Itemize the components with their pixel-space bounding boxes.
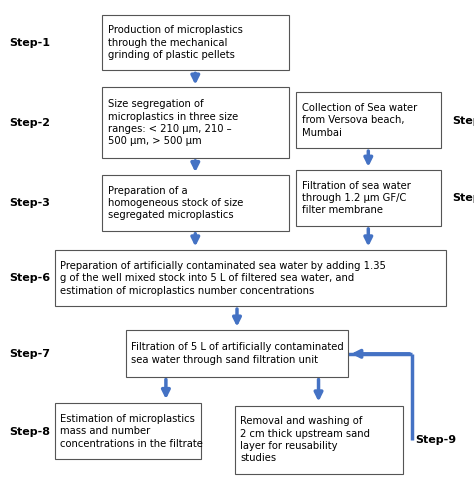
FancyBboxPatch shape (102, 87, 289, 158)
Text: Filtration of 5 L of artificially contaminated
sea water through sand filtration: Filtration of 5 L of artificially contam… (131, 342, 344, 365)
Text: Step-7: Step-7 (9, 349, 50, 359)
FancyBboxPatch shape (55, 403, 201, 459)
FancyBboxPatch shape (296, 170, 441, 226)
Text: Removal and washing of
2 cm thick upstream sand
layer for reusability
studies: Removal and washing of 2 cm thick upstre… (240, 416, 370, 464)
FancyBboxPatch shape (235, 406, 403, 474)
Text: Filtration of sea water
through 1.2 μm GF/C
filter membrane: Filtration of sea water through 1.2 μm G… (302, 181, 411, 215)
Text: Size segregation of
microplastics in three size
ranges: < 210 μm, 210 –
500 μm, : Size segregation of microplastics in thr… (108, 99, 238, 146)
Text: Preparation of artificially contaminated sea water by adding 1.35
g of the well : Preparation of artificially contaminated… (60, 261, 386, 295)
Text: Step-8: Step-8 (9, 427, 50, 436)
FancyBboxPatch shape (126, 330, 348, 377)
Text: Step-3: Step-3 (9, 198, 50, 208)
Text: Estimation of microplastics
mass and number
concentrations in the filtrate: Estimation of microplastics mass and num… (60, 414, 203, 449)
FancyBboxPatch shape (102, 175, 289, 231)
Text: Collection of Sea water
from Versova beach,
Mumbai: Collection of Sea water from Versova bea… (302, 103, 417, 138)
FancyBboxPatch shape (102, 15, 289, 70)
Text: Step-2: Step-2 (9, 118, 50, 128)
FancyBboxPatch shape (296, 92, 441, 148)
Text: Step-4: Step-4 (453, 116, 474, 125)
Text: Step-6: Step-6 (9, 274, 51, 283)
Text: Production of microplastics
through the mechanical
grinding of plastic pellets: Production of microplastics through the … (108, 25, 243, 60)
Text: Step-1: Step-1 (9, 38, 50, 48)
FancyBboxPatch shape (55, 250, 446, 306)
Text: Step-5: Step-5 (453, 193, 474, 203)
Text: Preparation of a
homogeneous stock of size
segregated microplastics: Preparation of a homogeneous stock of si… (108, 186, 243, 220)
Text: Step-9: Step-9 (415, 435, 456, 445)
